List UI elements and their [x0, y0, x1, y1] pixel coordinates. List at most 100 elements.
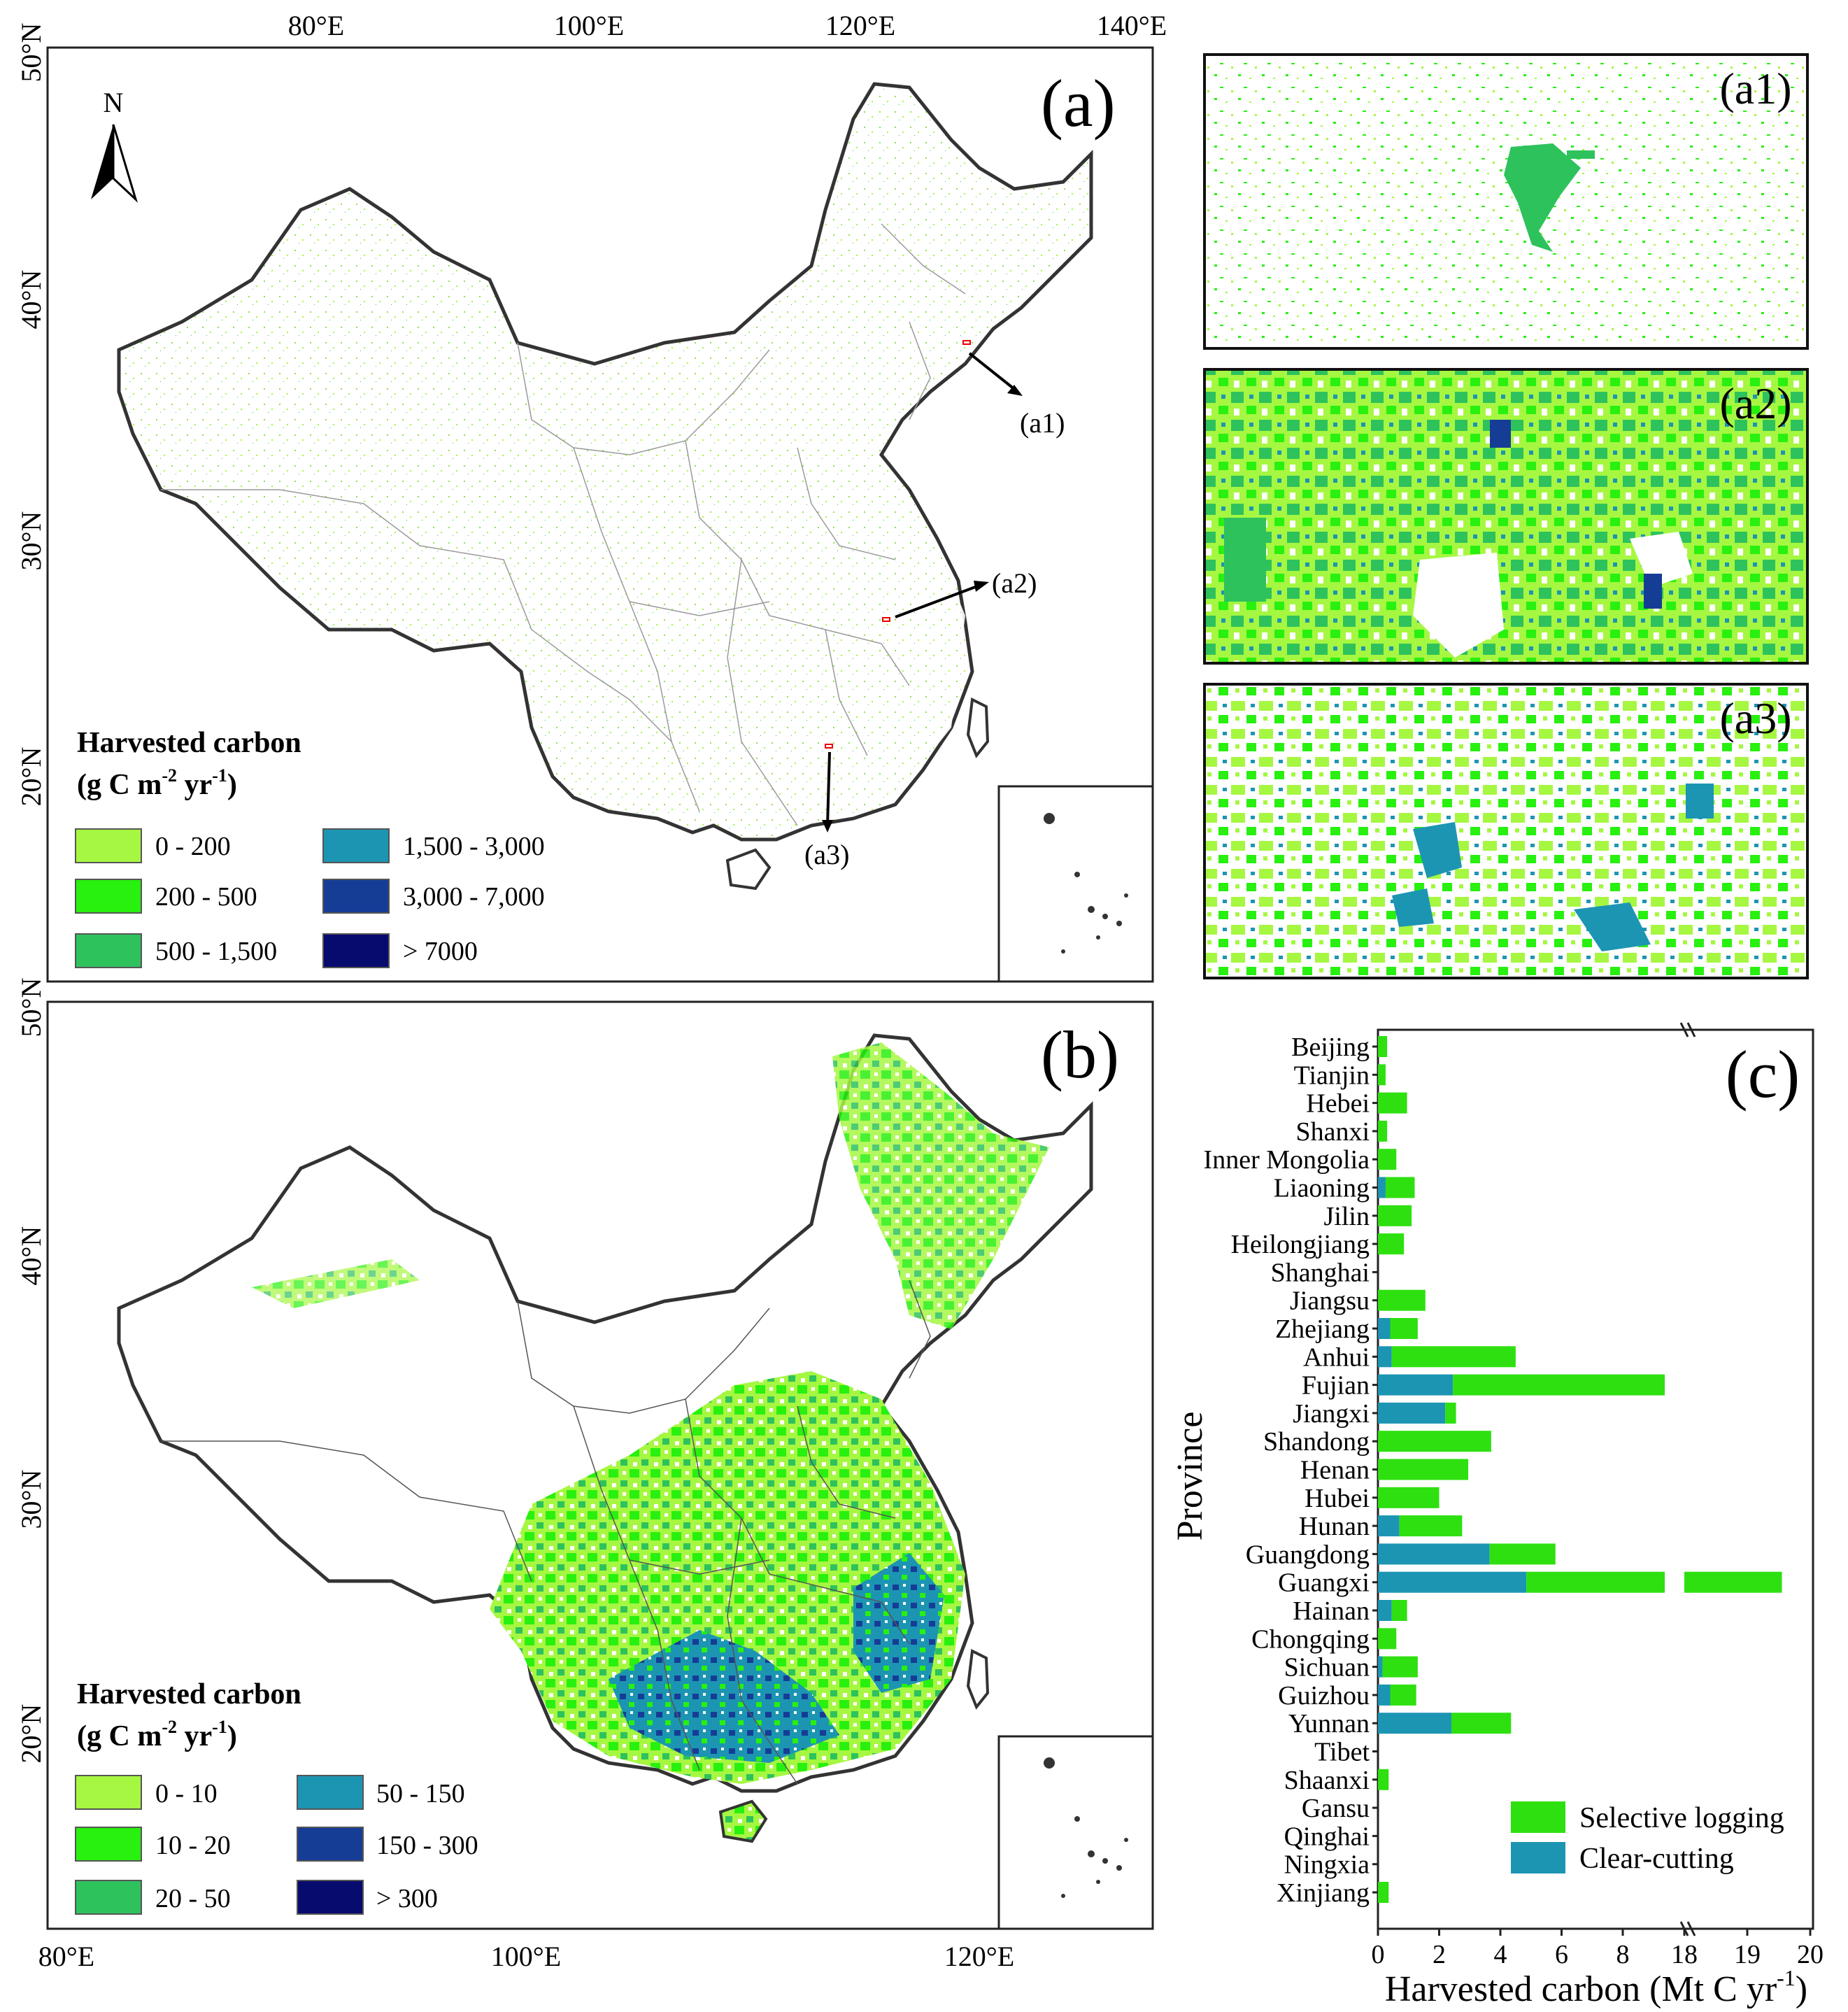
legend-b-title-2: (g C m-2 yr-1): [77, 1717, 237, 1752]
category-label-qinghai: Qinghai: [1284, 1822, 1370, 1851]
taiwan-outline-b: [966, 1648, 990, 1710]
panel-b-label: (b): [1041, 1017, 1119, 1092]
hainan-outline-b: [718, 1799, 768, 1843]
category-label-shanxi: Shanxi: [1295, 1117, 1370, 1147]
legend-b-label: 0 - 10: [155, 1779, 218, 1808]
inset-a3-blue-patch: [1413, 822, 1462, 878]
bar-selective-logging-heilongjiang: [1378, 1233, 1405, 1255]
bar-clear-cutting-liaoning: [1378, 1177, 1386, 1198]
left-tick-40N-b: 40°N: [15, 1226, 47, 1286]
inset-a2-label: (a2): [1719, 378, 1791, 428]
y-axis-title: Province: [1170, 1412, 1210, 1541]
scs-islands-b: [1044, 1757, 1128, 1898]
bar-clear-cutting-hainan: [1378, 1600, 1392, 1621]
category-label-fujian: Fujian: [1302, 1371, 1370, 1401]
panel-a: 80°E 100°E 120°E 140°E 50°N 40°N 30°N 20…: [15, 10, 1167, 983]
x-tick-label-20: 20: [1797, 1940, 1824, 1969]
north-arrow-right-half: [112, 124, 138, 203]
province-borders-b: [161, 1280, 931, 1785]
bar-clear-cutting-anhui: [1378, 1346, 1392, 1368]
inset-a2-blue-patch: [1490, 420, 1511, 448]
inset-a1-cluster: [1504, 143, 1581, 252]
bar-clear-cutting-guangdong: [1378, 1543, 1490, 1565]
forest-speckle-east-a: [699, 525, 965, 826]
left-tick-40N: 40°N: [15, 270, 47, 330]
left-tick-30N: 30°N: [15, 511, 47, 571]
bar-selective-logging-guangdong: [1489, 1543, 1556, 1565]
forest-northeast-b: [832, 1042, 1049, 1329]
legend-a-swatch: [322, 933, 390, 968]
top-tick-140E: 140°E: [1097, 10, 1167, 41]
axis-break-marks: [1679, 1022, 1696, 1936]
bar-selective-logging-upper-guangxi: [1684, 1571, 1782, 1593]
inset-a3-label: (a3): [1719, 693, 1791, 743]
top-tick-120E: 120°E: [825, 10, 895, 41]
panel-b-frame: [46, 1000, 1154, 1930]
x-tick-label-19: 19: [1734, 1940, 1761, 1969]
scs-islands-a: [1044, 813, 1128, 954]
inset-a2-blue-patch: [1644, 574, 1662, 609]
category-label-xinjiang: Xinjiang: [1277, 1878, 1370, 1908]
category-label-guangxi: Guangxi: [1278, 1568, 1370, 1598]
inset-a2-gap: [1413, 553, 1504, 658]
inset-a1-frame: [1203, 53, 1809, 350]
bar-selective-logging-hebei: [1378, 1092, 1407, 1114]
bar-selective-logging-anhui: [1391, 1346, 1516, 1368]
inset-a2-frame: [1203, 368, 1809, 665]
x-tick-labels: 0 2 4 6 8 18 19 20: [1372, 1929, 1824, 1969]
panel-b-left-ticks: 50°N 40°N 30°N 20°N: [15, 978, 47, 1764]
category-label-shandong: Shandong: [1263, 1427, 1370, 1457]
panel-b: 50°N 40°N 30°N 20°N 80°E 100°E 120°E: [15, 978, 1154, 1972]
marker-a1: [962, 340, 971, 345]
bar-selective-logging-fujian: [1453, 1374, 1665, 1396]
callouts-a: (a1) (a2) (a3): [804, 340, 1065, 870]
category-label-jiangsu: Jiangsu: [1290, 1287, 1370, 1316]
x-tick-label-4: 4: [1494, 1940, 1507, 1969]
legend-a: Harvested carbon (g C m-2 yr-1) 0 - 200 …: [75, 727, 545, 968]
bottom-tick-100E: 100°E: [491, 1941, 561, 1972]
bar-selective-logging-shaanxi: [1378, 1769, 1389, 1790]
legend-label-selective-logging: Selective logging: [1579, 1802, 1784, 1834]
bar-selective-logging-jiangxi: [1445, 1402, 1456, 1424]
left-tick-30N-b: 30°N: [15, 1470, 47, 1529]
left-tick-20N-b: 20°N: [15, 1704, 47, 1764]
panel-c-label: (c): [1726, 1037, 1800, 1112]
bar-selective-logging-hubei: [1378, 1487, 1440, 1508]
legend-b-label: 150 - 300: [376, 1831, 478, 1860]
legend-c: Selective logging Clear-cutting: [1511, 1801, 1784, 1875]
arrow-a2: [895, 583, 983, 618]
category-label-heilongjiang: Heilongjiang: [1231, 1230, 1370, 1259]
category-label-guangdong: Guangdong: [1246, 1540, 1370, 1569]
callout-label-a2: (a2): [992, 567, 1037, 599]
left-tick-50N: 50°N: [15, 23, 47, 83]
legend-b-label: 10 - 20: [155, 1831, 231, 1860]
bar-clear-cutting-zhejiang: [1378, 1318, 1391, 1339]
legend-a-label: 0 - 200: [155, 832, 231, 861]
bar-selective-logging-shandong: [1378, 1431, 1491, 1452]
bottom-tick-120E: 120°E: [944, 1941, 1014, 1972]
inset-a3-blue-patch: [1574, 902, 1651, 951]
inset-a3-frame: [1203, 683, 1809, 979]
marker-a3: [825, 744, 833, 749]
callout-label-a3: (a3): [804, 839, 849, 870]
legend-b-label: 20 - 50: [155, 1884, 231, 1913]
legend-a-swatch: [322, 879, 390, 914]
arrow-a1-head: [1007, 385, 1023, 396]
arrow-a3-head: [822, 820, 833, 833]
bar-selective-logging-sichuan: [1382, 1656, 1418, 1678]
legend-b-swatch: [75, 1775, 142, 1810]
scs-inset-a: [997, 785, 1154, 983]
bar-selective-logging-yunnan: [1451, 1713, 1512, 1734]
bar-selective-logging-beijing: [1378, 1036, 1388, 1057]
legend-a-swatch: [75, 933, 142, 968]
legend-swatch-selective-logging: [1511, 1801, 1565, 1833]
top-tick-100E: 100°E: [554, 10, 624, 41]
category-label-hunan: Hunan: [1299, 1512, 1370, 1541]
panel-a-label: (a): [1041, 66, 1116, 141]
legend-b-swatch: [297, 1880, 364, 1915]
bar-selective-logging-guangxi: [1526, 1571, 1665, 1593]
category-label-liaoning: Liaoning: [1274, 1174, 1370, 1203]
bar-selective-logging-liaoning: [1385, 1177, 1415, 1198]
legend-swatch-clear-cutting: [1511, 1842, 1565, 1873]
legend-b-swatch: [75, 1880, 142, 1915]
